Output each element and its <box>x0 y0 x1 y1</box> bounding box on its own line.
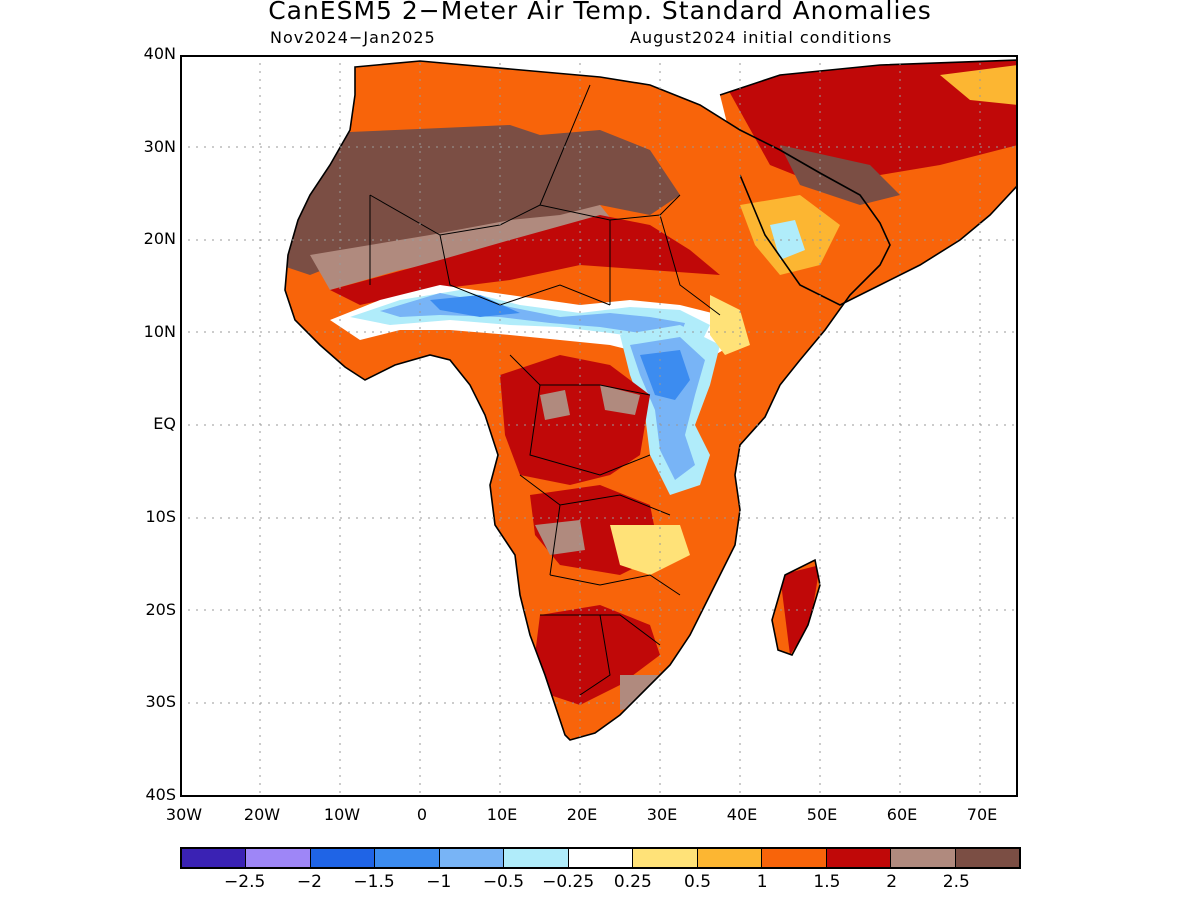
colorbar-box <box>826 849 892 867</box>
lon-label-30e: 30E <box>646 805 678 824</box>
colorbar <box>180 847 1021 869</box>
colorbar-label: −0.25 <box>542 872 595 892</box>
colorbar-box <box>182 849 247 867</box>
colorbar-label: 1 <box>756 872 768 892</box>
colorbar-box <box>697 849 763 867</box>
colorbar-box <box>246 849 311 867</box>
colorbar-label: −2 <box>296 872 322 892</box>
lat-label-eq: EQ <box>153 414 176 433</box>
colorbar-label: 2 <box>886 872 898 892</box>
lon-label-20e: 20E <box>566 805 598 824</box>
colorbar-label: −1 <box>426 872 452 892</box>
lat-label-30n: 30N <box>143 137 176 156</box>
colorbar-box <box>375 849 440 867</box>
lat-label-10s: 10S <box>145 507 176 526</box>
colorbar-box <box>633 849 698 867</box>
colorbar-label: −1.5 <box>353 872 395 892</box>
lat-label-30s: 30S <box>145 692 176 711</box>
colorbar-label: 0.25 <box>613 872 652 892</box>
anomaly-map <box>180 55 1018 797</box>
colorbar-box <box>439 849 505 867</box>
colorbar-label: 0.5 <box>684 872 712 892</box>
lon-label-0: 0 <box>416 805 428 824</box>
colorbar-box <box>310 849 376 867</box>
lon-label-50e: 50E <box>806 805 838 824</box>
lon-label-40e: 40E <box>726 805 758 824</box>
lat-label-10n: 10N <box>143 322 176 341</box>
lat-label-20s: 20S <box>145 600 176 619</box>
lat-label-40n: 40N <box>143 44 176 63</box>
lon-label-20w: 20W <box>243 805 281 824</box>
colorbar-box <box>504 849 569 867</box>
lat-label-20n: 20N <box>143 229 176 248</box>
colorbar-box <box>891 849 956 867</box>
colorbar-label: −0.5 <box>482 872 525 892</box>
forecast-period: Nov2024−Jan2025 <box>270 28 436 47</box>
colorbar-box <box>568 849 634 867</box>
colorbar-label: 2.5 <box>942 872 970 892</box>
colorbar-box <box>762 849 827 867</box>
map-title: CanESM5 2−Meter Air Temp. Standard Anoma… <box>268 0 932 25</box>
colorbar-box <box>955 849 1020 867</box>
lat-label-40s: 40S <box>145 785 176 804</box>
colorbar-label: −2.5 <box>224 872 266 892</box>
lon-label-70e: 70E <box>966 805 998 824</box>
lon-label-30w: 30W <box>165 805 203 824</box>
initial-conditions: August2024 initial conditions <box>630 28 893 47</box>
lon-label-10e: 10E <box>486 805 518 824</box>
lon-label-10w: 10W <box>323 805 361 824</box>
colorbar-label: 1.5 <box>813 872 841 892</box>
lon-label-60e: 60E <box>886 805 918 824</box>
